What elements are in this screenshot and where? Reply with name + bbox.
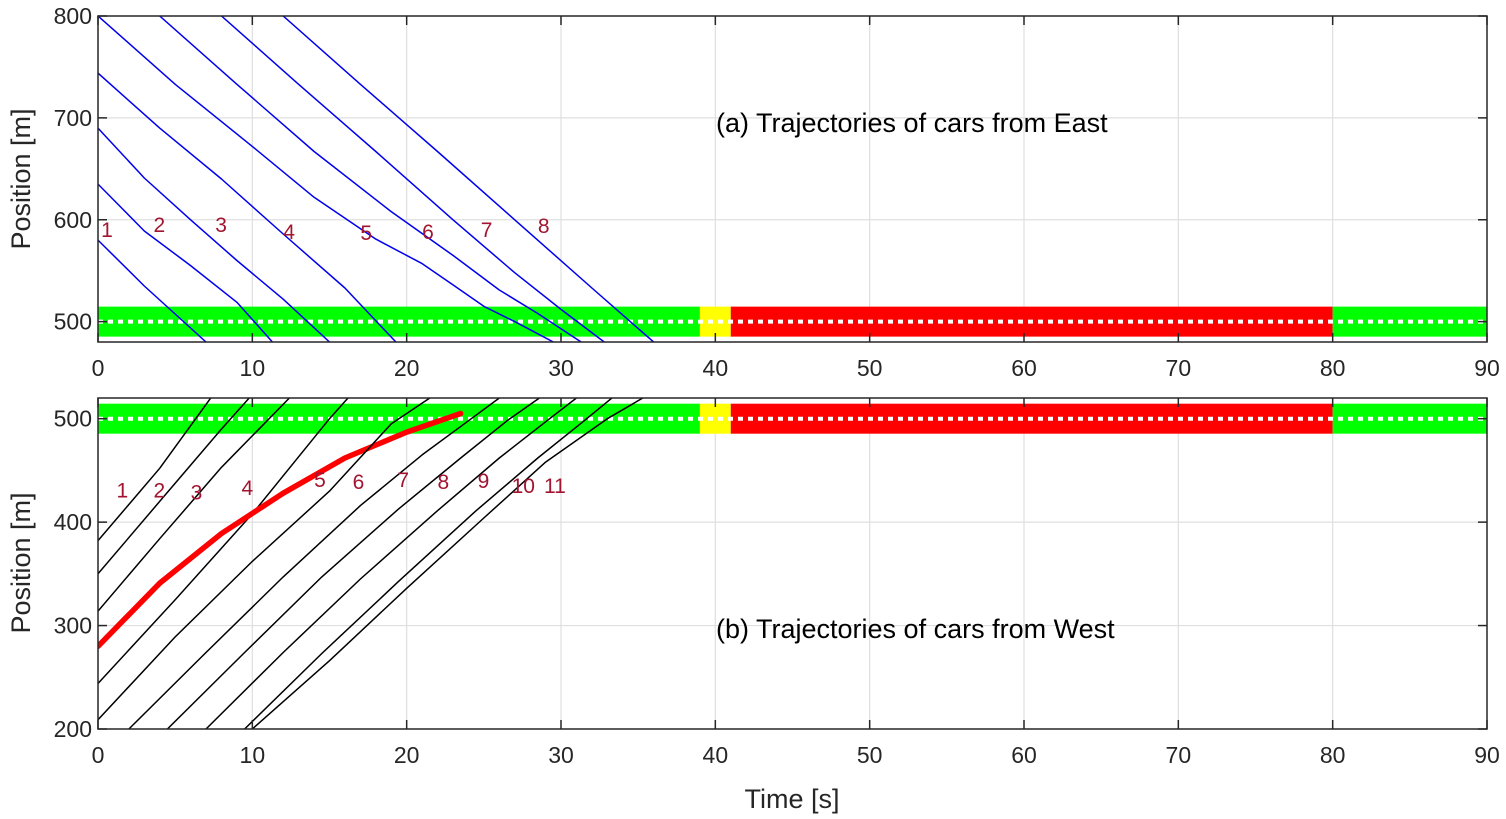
trajectory-car-4-west xyxy=(98,398,349,685)
trajectory-car-10-west xyxy=(243,398,613,729)
ytick-label-800-east: 800 xyxy=(54,3,92,29)
car-label-9-west: 9 xyxy=(478,470,490,493)
ylabel-west: Position [m] xyxy=(6,492,36,633)
trajectory-car-6-east xyxy=(158,16,582,342)
car-label-6-east: 6 xyxy=(422,221,434,244)
car-label-3-west: 3 xyxy=(191,481,203,504)
trajectory-car-1-east xyxy=(98,239,207,342)
trajectory-car-6-west xyxy=(98,398,431,721)
xtick-label-0-west: 0 xyxy=(92,742,105,768)
car-label-3-east: 3 xyxy=(215,214,227,237)
ytick-label-700-east: 700 xyxy=(54,105,92,131)
xtick-label-90-west: 90 xyxy=(1474,742,1500,768)
ytick-label-200-west: 200 xyxy=(54,716,92,742)
car-label-4-west: 4 xyxy=(242,477,254,500)
car-label-1-west: 1 xyxy=(117,479,129,502)
xtick-label-30-east: 30 xyxy=(548,355,574,381)
trajectory-car-8-west xyxy=(166,398,541,729)
xtick-label-30-west: 30 xyxy=(548,742,574,768)
signal-phase-yellow-1-west xyxy=(699,403,731,434)
car-label-2-east: 2 xyxy=(154,214,166,237)
trajectories-east xyxy=(98,16,655,342)
trajectory-car-7-east xyxy=(220,16,605,342)
xtick-label-70-east: 70 xyxy=(1166,355,1192,381)
xtick-label-20-west: 20 xyxy=(394,742,420,768)
car-label-5-east: 5 xyxy=(360,222,372,245)
trajectory-car-2-east xyxy=(98,183,274,342)
car-label-2-west: 2 xyxy=(154,479,166,502)
ytick-label-500-west: 500 xyxy=(54,406,92,432)
xtick-label-10-west: 10 xyxy=(240,742,266,768)
car-label-8-west: 8 xyxy=(438,471,450,494)
annotation-east: (a) Trajectories of cars from East xyxy=(716,108,1108,138)
ytick-label-300-west: 300 xyxy=(54,613,92,639)
car-labels-west: 1 2 3 4 5 6 7 8 9 10 11 xyxy=(117,469,566,504)
panel-east: 1 2 3 4 5 6 7 8 0 10 20 30 40 50 60 70 80 90 500 600 700 800… xyxy=(6,3,1500,381)
trajectory-car-1-west xyxy=(98,398,212,542)
trajectory-car-8-east xyxy=(282,16,655,342)
xlabel-time: Time [s] xyxy=(744,784,839,814)
xtick-label-40-west: 40 xyxy=(703,742,729,768)
car-label-1-east: 1 xyxy=(101,219,113,242)
car-label-7-east: 7 xyxy=(481,219,493,242)
trajectory-car-7-west xyxy=(128,398,501,729)
ticks-west: 0 10 20 30 40 50 60 70 80 90 200 300 400 500 xyxy=(54,398,1500,768)
ytick-label-500-east: 500 xyxy=(54,309,92,335)
car-label-4-east: 4 xyxy=(283,221,295,244)
xtick-label-10-east: 10 xyxy=(240,355,266,381)
car-label-8-east: 8 xyxy=(538,215,550,238)
trajectory-car-2-west xyxy=(98,398,250,575)
grid-lines-east xyxy=(98,16,1487,342)
trajectory-car-5-east xyxy=(98,16,555,342)
ytick-label-600-east: 600 xyxy=(54,207,92,233)
car-labels-east: 1 2 3 4 5 6 7 8 xyxy=(101,214,549,245)
xtick-label-20-east: 20 xyxy=(394,355,420,381)
trajectory-car-4-east xyxy=(98,72,397,342)
xtick-label-80-east: 80 xyxy=(1320,355,1346,381)
annotation-west: (b) Trajectories of cars from West xyxy=(716,614,1115,644)
trajectory-car-9-west xyxy=(205,398,578,729)
car-label-7-west: 7 xyxy=(397,469,409,492)
xtick-label-50-east: 50 xyxy=(857,355,883,381)
xtick-label-50-west: 50 xyxy=(857,742,883,768)
trajectory-car-3-east xyxy=(98,127,331,342)
xtick-label-80-west: 80 xyxy=(1320,742,1346,768)
xtick-label-0-east: 0 xyxy=(92,355,105,381)
ticks-east: 0 10 20 30 40 50 60 70 80 90 500 600 700 800 xyxy=(54,3,1500,381)
signal-bar-west xyxy=(98,403,1487,434)
trajectory-car-3-west xyxy=(98,398,291,612)
trajectory-car-5-west xyxy=(98,410,464,650)
xtick-label-40-east: 40 xyxy=(703,355,729,381)
plot-frame-west xyxy=(97,397,1488,730)
signal-bar-east xyxy=(98,306,1487,337)
car-label-6-west: 6 xyxy=(353,471,365,494)
trajectories-west xyxy=(98,398,644,729)
trajectory-car-11-west xyxy=(251,398,644,729)
car-label-10-west: 10 xyxy=(512,475,535,498)
xtick-label-60-west: 60 xyxy=(1011,742,1037,768)
panel-west: 1 2 3 4 5 6 7 8 9 10 11 0 10 20 30 40 50 60 70 80 90 200 300 4… xyxy=(6,397,1500,814)
ytick-label-400-west: 400 xyxy=(54,509,92,535)
signal-phase-yellow-1-east xyxy=(699,306,731,337)
car-label-11-west: 11 xyxy=(544,475,566,498)
plot-frame-east xyxy=(97,15,1488,343)
xtick-label-60-east: 60 xyxy=(1011,355,1037,381)
xtick-label-90-east: 90 xyxy=(1474,355,1500,381)
ylabel-east: Position [m] xyxy=(6,108,36,249)
car-label-5-west: 5 xyxy=(314,469,326,492)
xtick-label-70-west: 70 xyxy=(1166,742,1192,768)
